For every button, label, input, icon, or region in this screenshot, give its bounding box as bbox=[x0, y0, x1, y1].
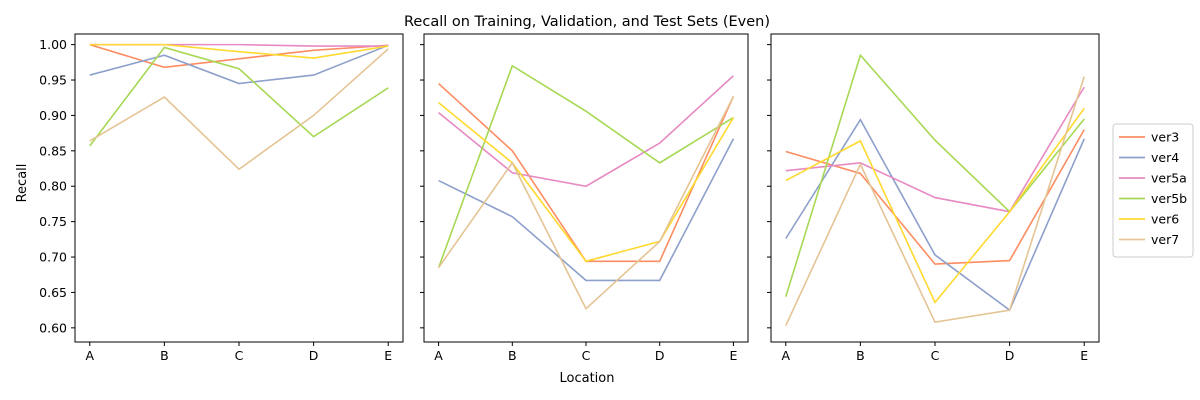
x-tick-label: C bbox=[235, 348, 244, 363]
y-tick-label: 0.75 bbox=[39, 214, 67, 229]
x-tick-label: C bbox=[582, 348, 591, 363]
x-axis-label: Location bbox=[560, 371, 615, 386]
panel-test: A B C D E bbox=[767, 34, 1099, 363]
x-tick-label: A bbox=[434, 348, 443, 363]
x-tick-label: D bbox=[309, 348, 319, 363]
series-line-ver7 bbox=[786, 76, 1084, 325]
x-tick-label: A bbox=[85, 348, 94, 363]
series-line-ver5b bbox=[786, 55, 1084, 296]
axes-frame bbox=[424, 34, 748, 342]
x-tick-label: B bbox=[508, 348, 517, 363]
y-tick-label: 0.90 bbox=[39, 108, 67, 123]
x-tick-label: B bbox=[160, 348, 169, 363]
series-line-ver3 bbox=[439, 84, 734, 262]
y-tick-label: 0.80 bbox=[39, 179, 67, 194]
x-tick-label: E bbox=[729, 348, 737, 363]
y-tick-label: 1.00 bbox=[39, 37, 67, 52]
x-tick-label: C bbox=[931, 348, 940, 363]
x-tick-label: E bbox=[384, 348, 392, 363]
y-tick-label: 0.85 bbox=[39, 143, 67, 158]
series-line-ver7 bbox=[90, 49, 388, 169]
panel-training: A B C D E 0.60 0.65 0.70 0.75 0.80 0.85 0.90 0.95 1.0… bbox=[39, 34, 403, 363]
y-tick-label: 0.60 bbox=[39, 320, 67, 335]
x-tick-label: A bbox=[781, 348, 790, 363]
series-line-ver5b bbox=[90, 47, 388, 145]
x-tick-label: D bbox=[655, 348, 665, 363]
series-line-ver6 bbox=[786, 108, 1084, 302]
series-line-ver4 bbox=[439, 139, 734, 281]
series-line-ver5a bbox=[439, 76, 734, 186]
figure-title: Recall on Training, Validation, and Test… bbox=[404, 14, 770, 30]
x-tick-label: E bbox=[1080, 348, 1088, 363]
y-tick-label: 0.65 bbox=[39, 285, 67, 300]
legend-label-ver5a: ver5a bbox=[1151, 171, 1187, 186]
x-tick-label: D bbox=[1005, 348, 1015, 363]
y-tick-label: 0.95 bbox=[39, 73, 67, 88]
legend-label-ver6: ver6 bbox=[1151, 212, 1179, 227]
y-axis-label: Recall bbox=[15, 164, 30, 203]
y-tick-label: 0.70 bbox=[39, 250, 67, 265]
legend-label-ver5b: ver5b bbox=[1151, 191, 1187, 206]
panel-validation: A B C D E bbox=[420, 34, 748, 363]
legend-label-ver4: ver4 bbox=[1151, 150, 1179, 165]
axes-frame bbox=[771, 34, 1099, 342]
legend-label-ver3: ver3 bbox=[1151, 130, 1179, 145]
legend-label-ver7: ver7 bbox=[1151, 232, 1179, 247]
legend: ver3 ver4 ver5a ver5b ver6 ver7 bbox=[1113, 124, 1193, 257]
series-line-ver5b bbox=[439, 66, 734, 268]
x-tick-label: B bbox=[856, 348, 865, 363]
